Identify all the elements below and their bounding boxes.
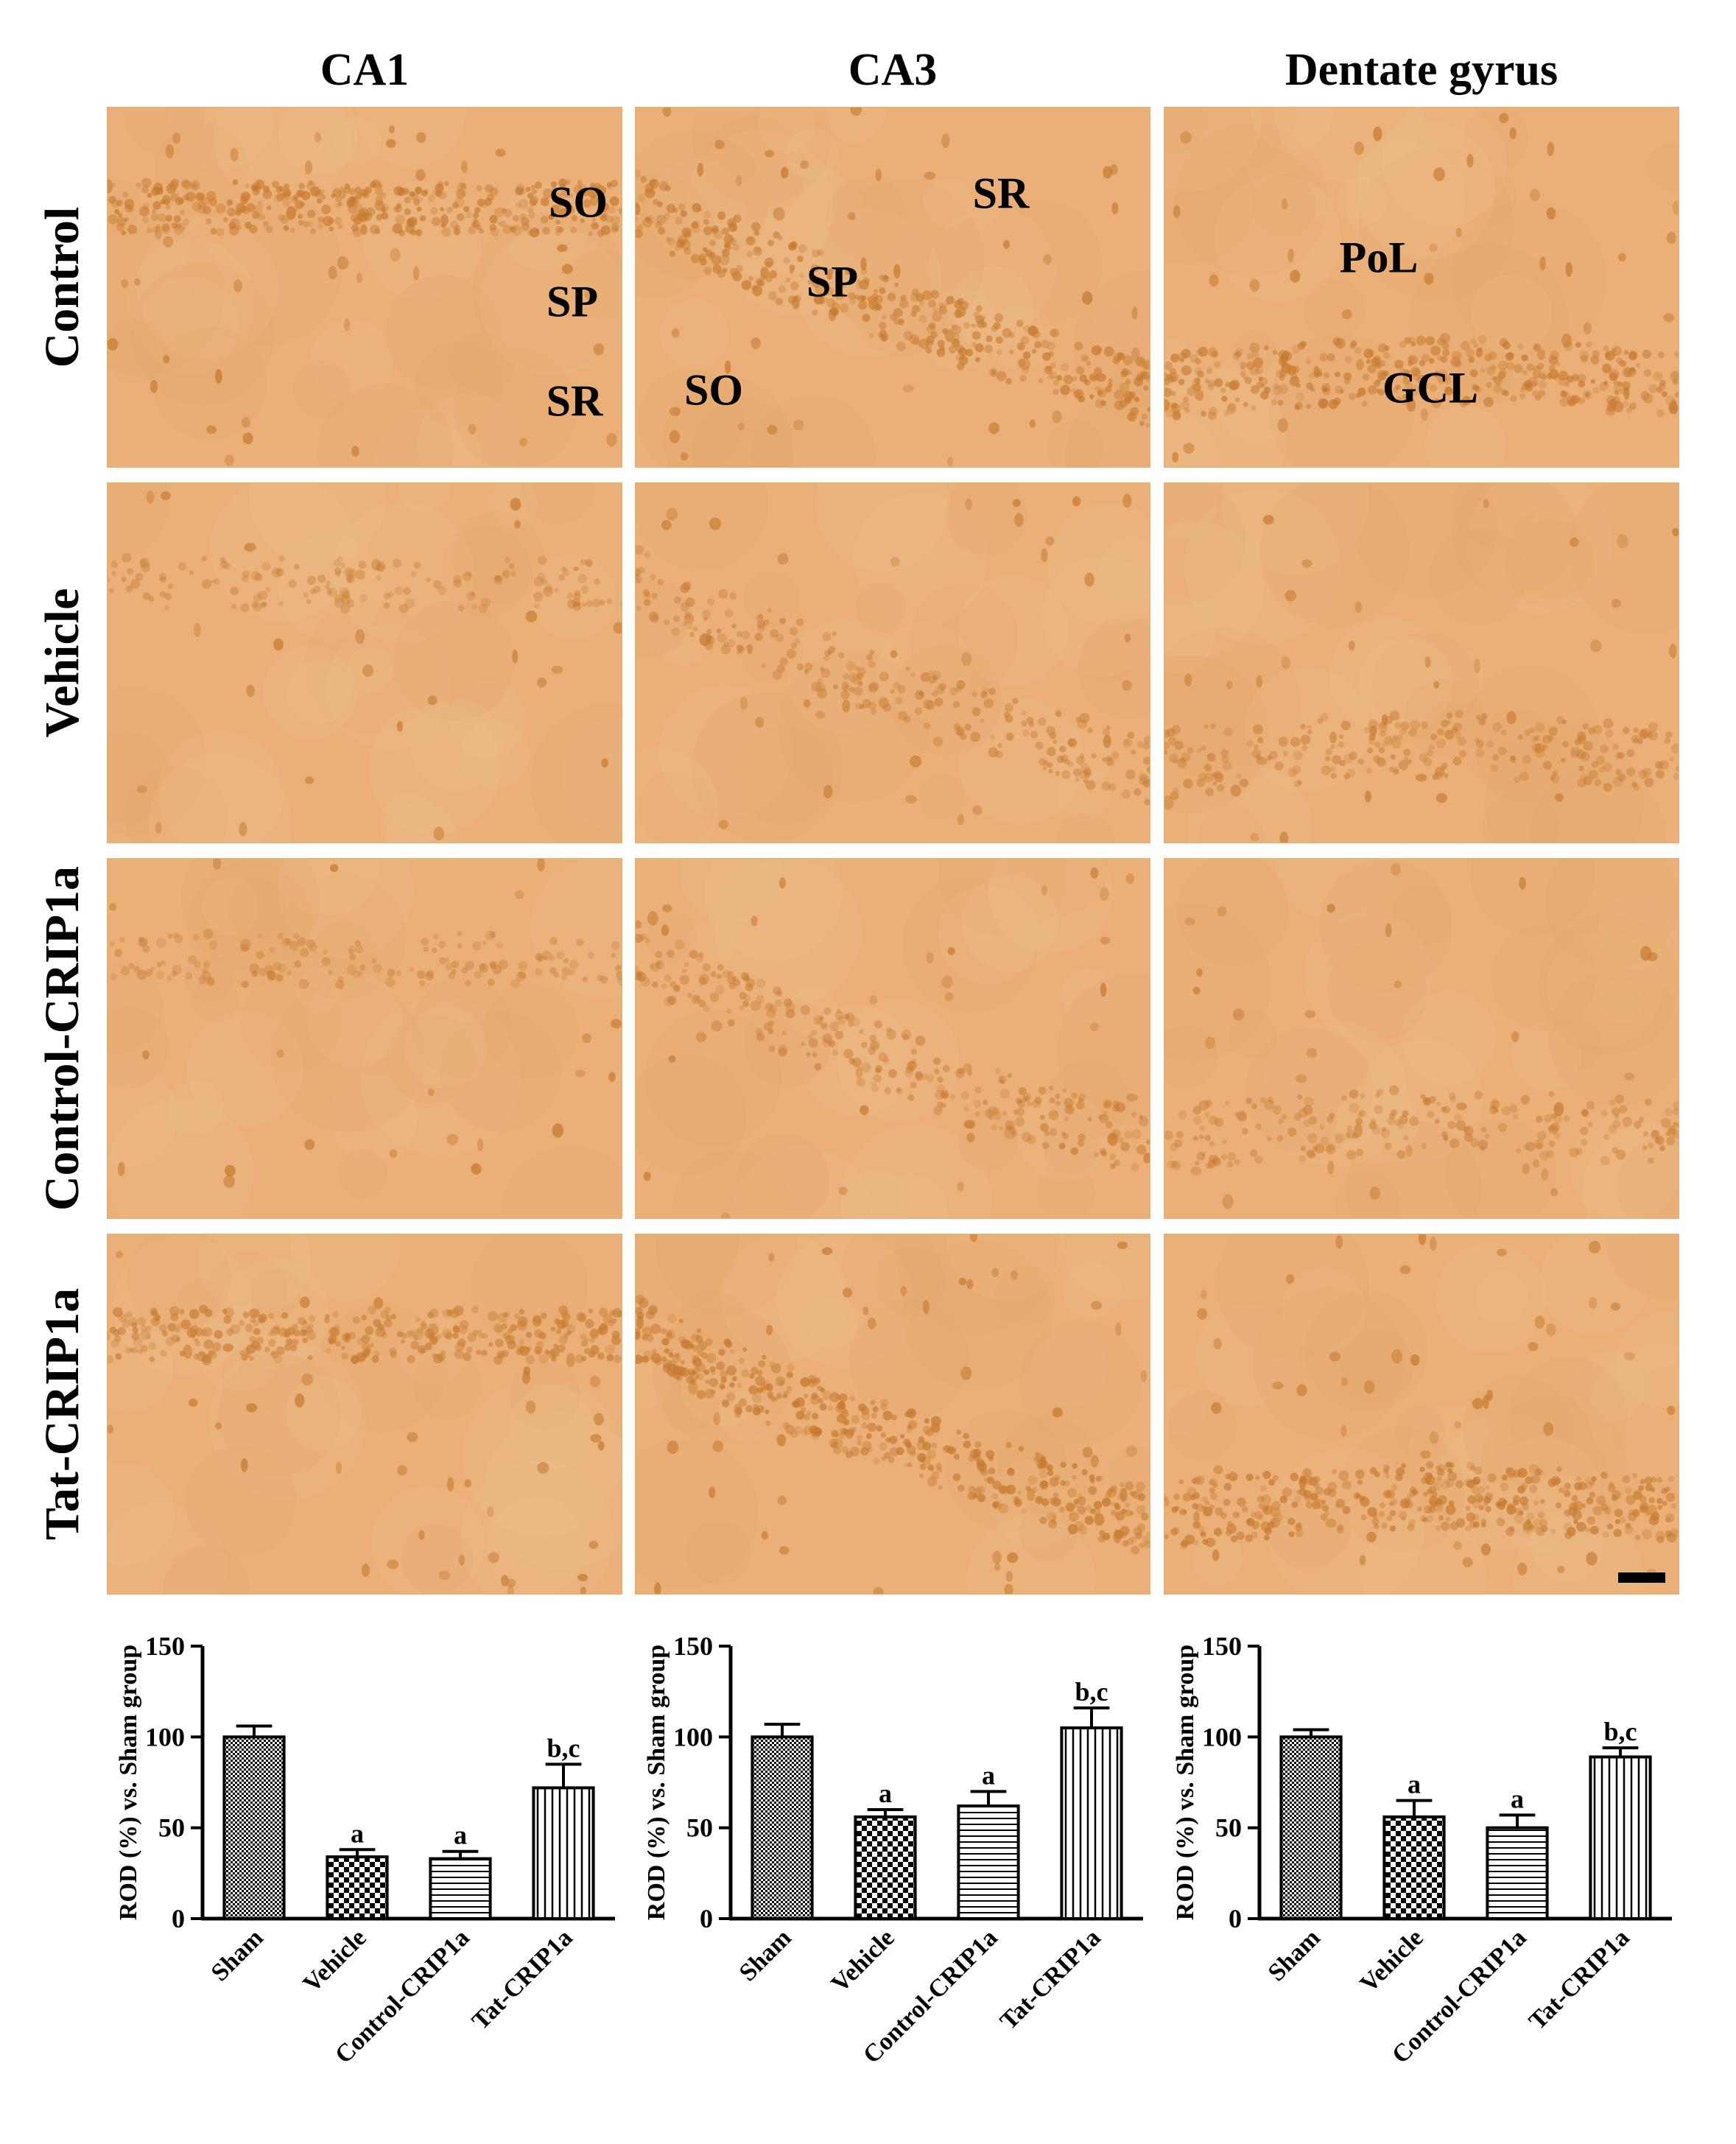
significance-label: b,c [1604,1717,1637,1746]
bar-chart-ca3: ROD (%) vs. Sham group 0 50 100 150 Sham a Vehi… [635,1609,1180,2140]
x-tick-label: Vehicle [298,1924,372,1997]
micrograph-tat-crip1a-ca1 [107,1234,622,1595]
bar [326,1855,389,1920]
row-label-vehicle: Vehicle [35,588,89,738]
layer-label-gcl: GCL [1382,363,1479,412]
y-tick-label: 150 [1202,1631,1242,1661]
scale-bar [1618,1572,1665,1583]
column-header-dentate-gyrus: Dentate gyrus [1285,45,1558,95]
bar [854,1815,917,1920]
significance-label: a [1408,1770,1421,1799]
micrograph-control-dentate-gyrus: PoL GCL [1164,107,1679,468]
x-tick-label: Tat-CRIP1a [467,1924,578,2035]
micrograph-control-ca1: SO SP SR [107,107,622,468]
y-tick-label: 100 [673,1722,713,1751]
micrograph-tat-crip1a-dentate-gyrus [1164,1234,1679,1595]
layer-label-so: SO [683,365,744,415]
row-label-tat-crip1a: Tat-CRIP1a [35,1287,89,1541]
layer-label-sr: SR [546,376,603,426]
layer-label-sp: SP [546,277,599,326]
y-tick-label: 0 [1229,1904,1242,1933]
bar [532,1786,595,1920]
significance-label: b,c [1075,1677,1108,1707]
x-tick-label: Tat-CRIP1a [1524,1924,1635,2035]
y-tick-label: 50 [1215,1813,1242,1843]
bar [429,1857,492,1921]
y-tick-label: 50 [686,1813,713,1843]
bar [1382,1815,1446,1920]
significance-label: a [982,1760,995,1790]
significance-label: a [1511,1784,1524,1813]
y-axis-label: ROD (%) vs. Sham group [1172,1645,1199,1920]
significance-label: a [454,1821,467,1850]
x-tick-label: Tat-CRIP1a [995,1924,1106,2035]
row-label-control: Control [35,206,89,368]
y-tick-label: 0 [700,1904,713,1933]
y-tick-label: 50 [158,1813,185,1843]
x-tick-label: Sham [206,1924,269,1986]
y-tick-label: 150 [673,1631,713,1661]
x-tick-label: Vehicle [826,1924,900,1997]
column-header-ca1: CA1 [320,45,410,95]
significance-label: b,c [547,1733,580,1762]
micrograph-vehicle-ca3 [635,482,1150,843]
layer-label-so: SO [548,178,608,227]
layer-label-sr: SR [972,169,1030,218]
x-tick-label: Vehicle [1355,1924,1429,1997]
layer-label-pol: PoL [1339,233,1419,282]
bar-chart-dentate-gyrus: ROD (%) vs. Sham group 0 50 100 150 Sham a Vehi… [1164,1609,1709,2140]
micrograph-control-ca3: SR SP SO [635,107,1150,468]
column-header-ca3: CA3 [848,45,938,95]
significance-label: a [351,1818,364,1848]
y-tick-label: 100 [1202,1722,1242,1751]
y-axis-label: ROD (%) vs. Sham group [115,1645,142,1920]
y-tick-label: 150 [145,1631,185,1661]
micrograph-control-crip1a-ca3 [635,858,1150,1219]
y-axis-label: ROD (%) vs. Sham group [643,1645,670,1920]
bar [222,1735,286,1920]
row-label-control-crip1a: Control-CRIP1a [35,865,89,1212]
bar [751,1735,814,1920]
y-tick-label: 100 [145,1722,185,1751]
x-tick-label: Sham [1263,1924,1326,1986]
micrograph-control-crip1a-dentate-gyrus [1164,858,1679,1219]
micrograph-control-crip1a-ca1 [107,858,622,1219]
bar [1589,1755,1652,1920]
bar-chart-ca1: ROD (%) vs. Sham group 0 50 100 150 Sham a Vehi… [107,1609,652,2140]
micrograph-vehicle-ca1 [107,482,622,843]
bar [957,1804,1020,1921]
bar [1060,1726,1123,1920]
layer-label-sp: SP [806,257,859,306]
bar [1486,1826,1549,1920]
bar [1279,1735,1343,1920]
micrograph-vehicle-dentate-gyrus [1164,482,1679,843]
y-tick-label: 0 [172,1904,185,1933]
significance-label: a [879,1779,892,1808]
x-tick-label: Sham [734,1924,797,1986]
micrograph-tat-crip1a-ca3 [635,1234,1150,1595]
